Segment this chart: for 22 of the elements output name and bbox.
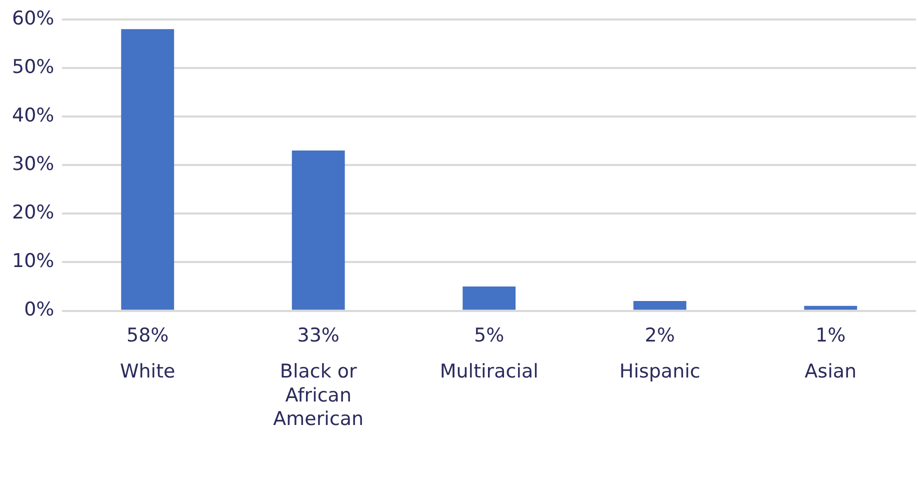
x-tick-label: Multiracial xyxy=(440,360,538,383)
data-label: 1% xyxy=(816,324,846,347)
data-label: 58% xyxy=(126,324,169,347)
y-tick-label: 30% xyxy=(12,153,54,176)
bar xyxy=(121,29,174,310)
data-label: 33% xyxy=(297,324,340,347)
y-tick-label: 0% xyxy=(24,298,54,321)
x-tick-label: Black or African American xyxy=(273,360,364,430)
x-tick-label: Asian xyxy=(804,360,857,383)
y-tick-label: 60% xyxy=(12,7,54,30)
bar xyxy=(633,301,686,310)
data-label: 5% xyxy=(474,324,504,347)
y-tick-label: 20% xyxy=(12,202,54,224)
y-tick-label: 50% xyxy=(12,56,54,78)
bar xyxy=(292,150,345,310)
bar xyxy=(462,286,516,310)
bar xyxy=(804,306,858,310)
data-label: 2% xyxy=(644,324,675,347)
x-tick-label: Hispanic xyxy=(619,360,700,383)
y-tick-label: 10% xyxy=(12,250,54,272)
x-tick-label: White xyxy=(120,360,176,383)
y-tick-label: 40% xyxy=(12,104,54,126)
